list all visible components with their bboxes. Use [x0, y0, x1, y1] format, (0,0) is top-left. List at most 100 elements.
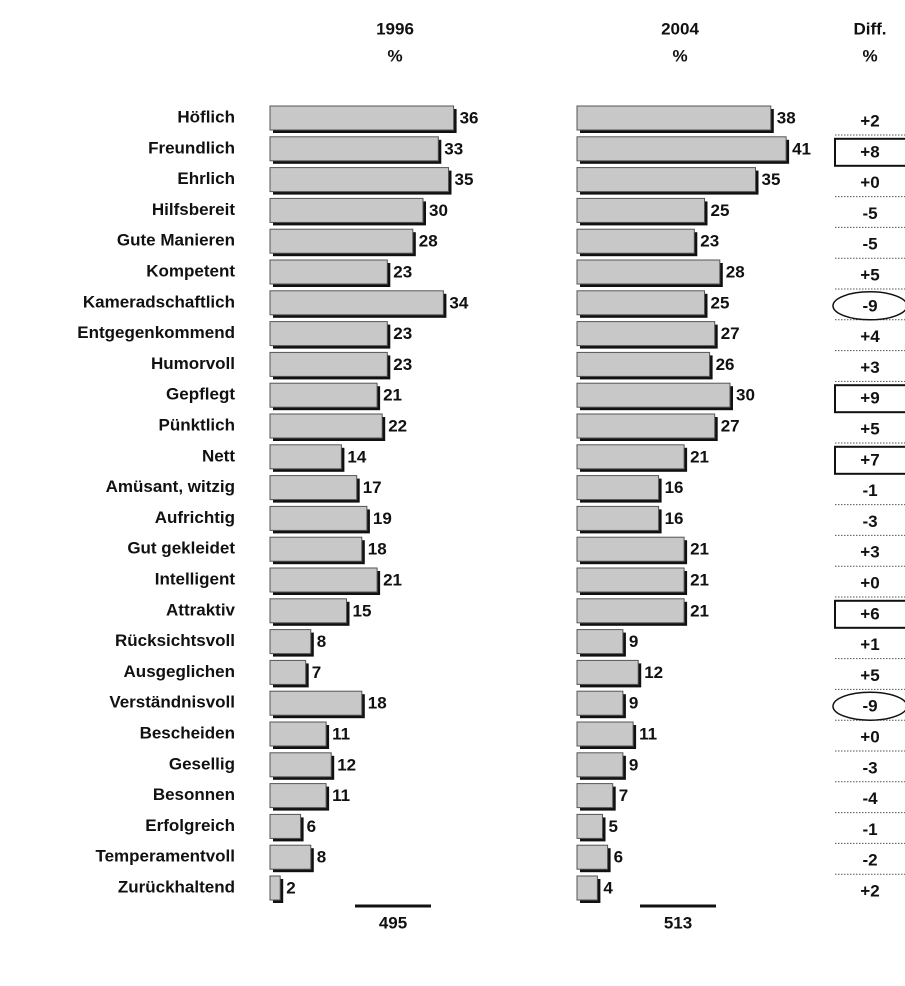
category-label: Kompetent: [146, 261, 235, 280]
bar: [269, 505, 368, 531]
series-header: 2004: [661, 19, 699, 38]
bar: [269, 290, 444, 316]
value-label: 21: [383, 570, 402, 589]
value-label: 8: [317, 632, 326, 651]
highlight-circle: [832, 291, 905, 321]
total-label: 495: [379, 913, 407, 932]
bar: [576, 875, 598, 901]
diff-label: -9: [862, 296, 877, 315]
category-label: Erfolgreich: [145, 816, 235, 835]
value-label: 25: [711, 293, 730, 312]
value-label: 27: [721, 324, 740, 343]
highlight-box: [834, 445, 905, 475]
bar: [576, 721, 634, 747]
category-label: Gut gekleidet: [127, 539, 235, 558]
bar: [269, 136, 439, 162]
diff-header: Diff.: [853, 19, 886, 38]
value-label: 28: [419, 232, 438, 251]
diff-label: +0: [860, 573, 879, 592]
bar: [269, 197, 424, 223]
value-label: 26: [716, 355, 735, 374]
bar: [269, 105, 455, 131]
value-label: 12: [337, 755, 356, 774]
value-label: 30: [736, 386, 755, 405]
value-label: 38: [777, 108, 796, 127]
category-label: Zurückhaltend: [118, 877, 235, 896]
bar: [269, 351, 388, 377]
value-label: 34: [449, 293, 468, 312]
value-label: 2: [286, 878, 295, 897]
value-label: 16: [665, 509, 684, 528]
value-label: 35: [762, 170, 781, 189]
diff-label: -5: [862, 204, 877, 223]
value-label: 18: [368, 694, 387, 713]
diff-label: +5: [860, 419, 879, 438]
category-label: Temperamentvoll: [95, 847, 235, 866]
category-label: Pünktlich: [158, 415, 235, 434]
value-label: 15: [353, 601, 372, 620]
value-label: 8: [317, 848, 326, 867]
bar: [576, 629, 624, 655]
bar: [576, 413, 716, 439]
diff-label: +3: [860, 358, 879, 377]
bar: [269, 475, 358, 501]
value-label: 9: [629, 755, 638, 774]
bar: [576, 475, 660, 501]
value-label: 23: [700, 232, 719, 251]
diff-label: -9: [862, 697, 877, 716]
diff-label: +5: [860, 666, 879, 685]
bar: [576, 321, 716, 347]
diff-label: -1: [862, 820, 877, 839]
value-label: 28: [726, 262, 745, 281]
diff-label: -1: [862, 481, 877, 500]
diff-label: +1: [860, 635, 879, 654]
bar: [269, 536, 363, 562]
value-label: 9: [629, 694, 638, 713]
diff-label: +3: [860, 543, 879, 562]
value-label: 11: [639, 724, 657, 743]
highlight-box: [834, 137, 905, 167]
bar: [269, 813, 302, 839]
value-label: 4: [603, 878, 613, 897]
bar: [576, 783, 614, 809]
series-unit: %: [672, 46, 687, 65]
highlight-box: [834, 599, 905, 629]
bar: [269, 598, 347, 624]
bar: [269, 167, 449, 193]
value-label: 41: [792, 139, 811, 158]
category-label: Ausgeglichen: [124, 662, 235, 681]
diff-label: +7: [860, 450, 879, 469]
value-label: 7: [312, 663, 321, 682]
value-label: 14: [347, 447, 366, 466]
diff-label: -2: [862, 851, 877, 870]
bar: [576, 167, 756, 193]
diff-label: +8: [860, 142, 879, 161]
bar: [269, 413, 383, 439]
value-label: 35: [455, 170, 474, 189]
value-label: 36: [460, 108, 479, 127]
value-label: 11: [332, 724, 350, 743]
value-label: 30: [429, 201, 448, 220]
value-label: 6: [614, 848, 623, 867]
bar: [269, 259, 388, 285]
diff-label: +6: [860, 604, 879, 623]
bar: [269, 228, 414, 254]
category-label: Gepflegt: [166, 385, 235, 404]
bar: [576, 598, 685, 624]
bar: [269, 783, 327, 809]
category-label: Gesellig: [169, 754, 235, 773]
diff-label: +0: [860, 727, 879, 746]
value-label: 23: [393, 262, 412, 281]
bar: [576, 136, 787, 162]
value-label: 22: [388, 416, 407, 435]
highlight-circle: [832, 691, 905, 721]
series-header: 1996: [376, 19, 414, 38]
diff-label: +0: [860, 173, 879, 192]
bar: [269, 844, 312, 870]
category-label: Nett: [202, 446, 235, 465]
bar: [576, 197, 705, 223]
diff-label: +2: [860, 881, 879, 900]
bar: [269, 721, 327, 747]
bar: [269, 875, 281, 901]
